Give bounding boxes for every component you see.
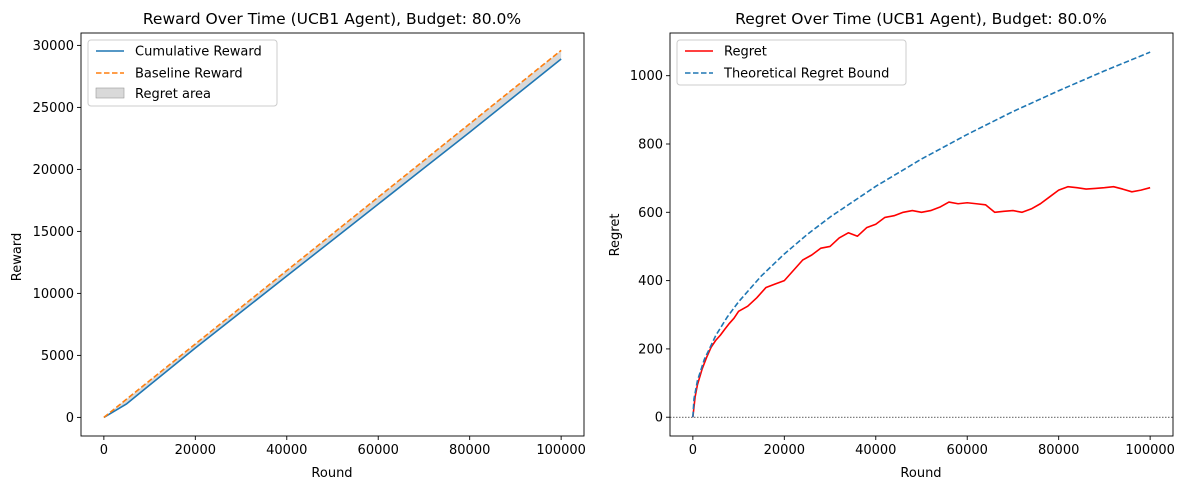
regret-plot-frame — [669, 32, 1174, 437]
regret-x-tick-label: 20000 — [764, 443, 805, 458]
reward-series-lines — [103, 49, 562, 419]
regret-y-tick-label: 400 — [638, 274, 663, 289]
regret-y-tick-label: 800 — [638, 137, 663, 152]
reward-y-tick-label: 15000 — [33, 225, 74, 240]
regret-x-tick-label: 100000 — [1125, 443, 1175, 458]
regret-y-ticks: 0 200 400 600 800 1000 — [630, 69, 670, 426]
regret-series-lines — [692, 51, 1151, 418]
reward-x-tick-label: 100000 — [536, 443, 586, 458]
reward-x-tick-label: 40000 — [266, 443, 307, 458]
reward-x-tick-label: 80000 — [449, 443, 490, 458]
regret-legend-box — [676, 39, 907, 86]
reward-chart-ylabel: Reward — [10, 233, 25, 281]
reward-chart-xlabel: Round — [311, 466, 352, 481]
reward-y-tick-label: 10000 — [33, 287, 74, 302]
reward-x-ticks: 0 20000 40000 60000 80000 100000 — [100, 436, 586, 458]
regret-y-tick-label: 200 — [638, 342, 663, 357]
reward-y-tick-label: 20000 — [33, 163, 74, 178]
regret-x-ticks: 0 20000 40000 60000 80000 100000 — [689, 436, 1175, 458]
regret-x-tick-label: 40000 — [855, 443, 896, 458]
reward-y-tick-label: 5000 — [41, 349, 74, 364]
reward-x-tick-label: 60000 — [358, 443, 399, 458]
regret-y-tick-label: 1000 — [630, 69, 663, 84]
regret-bound-legend-label: Theoretical Regret Bound — [723, 67, 889, 82]
reward-y-tick-label: 25000 — [33, 101, 74, 116]
regret-chart-ylabel: Regret — [608, 214, 623, 257]
reward-plot-frame — [80, 32, 585, 437]
regret-x-tick-label: 60000 — [947, 443, 988, 458]
reward-y-tick-label: 30000 — [33, 39, 74, 54]
regret-x-tick-label: 0 — [689, 443, 697, 458]
regret-x-tick-label: 80000 — [1038, 443, 1079, 458]
reward-x-tick-label: 20000 — [175, 443, 216, 458]
regret-legend: Regret Theoretical Regret Bound — [676, 39, 907, 86]
regret-area-legend-label: Regret area — [135, 87, 211, 102]
regret-chart-xlabel: Round — [900, 466, 941, 481]
reward-y-ticks: 0 5000 10000 15000 20000 25000 30000 — [33, 39, 81, 426]
reward-y-tick-label: 0 — [66, 411, 74, 426]
regret-line — [692, 185, 1151, 418]
reward-chart-panel: Reward Over Time (UCB1 Agent), Budget: 8… — [10, 10, 586, 481]
reward-x-tick-label: 0 — [100, 443, 108, 458]
regret-chart-panel: Regret Over Time (UCB1 Agent), Budget: 8… — [608, 10, 1175, 481]
regret-chart-title: Regret Over Time (UCB1 Agent), Budget: 8… — [735, 10, 1107, 28]
reward-legend: Cumulative Reward Baseline Reward Regret… — [87, 39, 278, 107]
regret-y-tick-label: 600 — [638, 206, 663, 221]
baseline-reward-legend-label: Baseline Reward — [135, 67, 243, 82]
reward-chart-title: Reward Over Time (UCB1 Agent), Budget: 8… — [143, 10, 521, 28]
cumulative-reward-line — [103, 58, 562, 419]
regret-legend-label: Regret — [724, 45, 767, 60]
regret-y-tick-label: 0 — [655, 411, 663, 426]
regret-area-legend-swatch — [95, 87, 125, 99]
baseline-reward-line — [103, 49, 562, 419]
reward-legend-box — [87, 39, 278, 107]
cumulative-reward-legend-label: Cumulative Reward — [135, 45, 262, 60]
